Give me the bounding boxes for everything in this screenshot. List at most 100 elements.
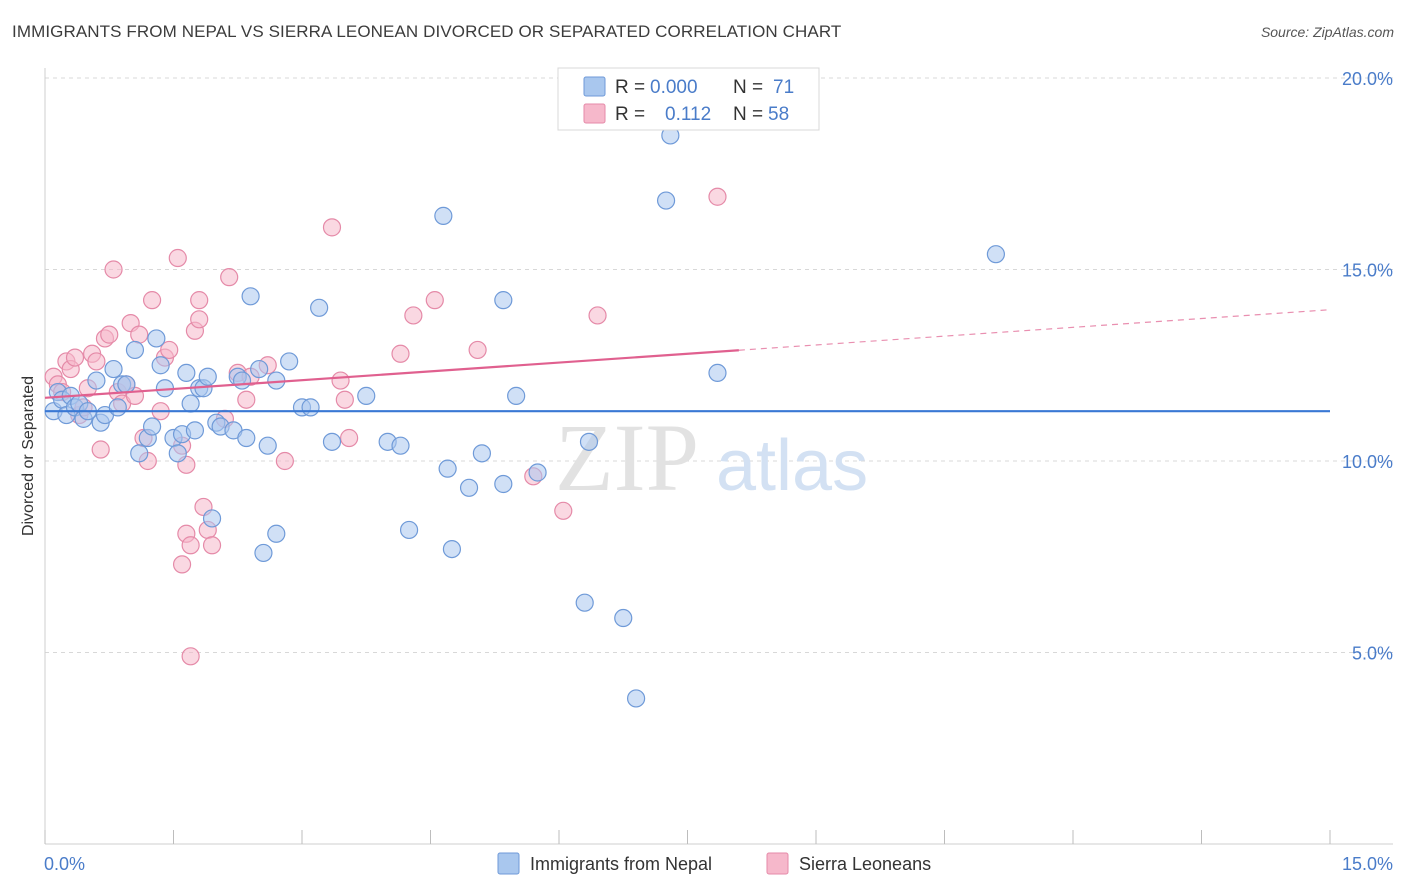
point-immigrants-from-nepal bbox=[708, 363, 727, 383]
point-immigrants-from-nepal bbox=[198, 367, 217, 386]
point-sierra-leoneans bbox=[87, 352, 106, 371]
point-immigrants-from-nepal bbox=[87, 371, 106, 390]
point-immigrants-from-nepal bbox=[237, 428, 256, 448]
legend-swatch-sierra bbox=[583, 103, 606, 124]
point-sierra-leoneans bbox=[172, 555, 192, 574]
point-sierra-leoneans bbox=[340, 428, 359, 448]
watermark: ZIP atlas bbox=[555, 404, 868, 511]
point-sierra-leoneans bbox=[708, 187, 727, 206]
legend-n-value-sierra: 58 bbox=[768, 104, 789, 125]
point-sierra-leoneans bbox=[190, 291, 209, 310]
point-immigrants-from-nepal bbox=[442, 539, 462, 559]
point-sierra-leoneans bbox=[468, 340, 487, 360]
point-sierra-leoneans bbox=[425, 291, 444, 310]
point-immigrants-from-nepal bbox=[254, 543, 273, 563]
point-immigrants-from-nepal bbox=[125, 340, 145, 360]
bottom-legend-label-nepal: Immigrants from Nepal bbox=[530, 854, 712, 874]
legend-r-value-sierra: 0.112 bbox=[665, 104, 711, 125]
point-immigrants-from-nepal bbox=[250, 359, 269, 379]
legend-swatch-nepal bbox=[583, 76, 606, 97]
point-sierra-leoneans bbox=[391, 344, 410, 363]
legend-n-label-sierra: N = bbox=[733, 104, 763, 125]
point-immigrants-from-nepal bbox=[322, 432, 342, 451]
point-immigrants-from-nepal bbox=[459, 478, 479, 497]
point-immigrants-from-nepal bbox=[142, 417, 162, 436]
point-sierra-leoneans bbox=[237, 390, 256, 409]
point-immigrants-from-nepal bbox=[202, 509, 222, 528]
x-tick-labels: 0.0% 15.0% bbox=[44, 854, 1393, 874]
point-immigrants-from-nepal bbox=[399, 520, 419, 540]
point-sierra-leoneans bbox=[160, 340, 179, 360]
point-sierra-leoneans bbox=[130, 325, 149, 344]
point-sierra-leoneans bbox=[275, 451, 294, 471]
y-tick-label: 5.0% bbox=[1352, 644, 1393, 664]
legend-r-label-sierra: R = bbox=[615, 104, 645, 125]
legend-r-label-nepal: R = bbox=[615, 77, 645, 98]
watermark-zip: ZIP bbox=[555, 404, 699, 511]
point-immigrants-from-nepal bbox=[130, 444, 149, 463]
point-immigrants-from-nepal bbox=[656, 191, 676, 210]
point-immigrants-from-nepal bbox=[310, 298, 329, 317]
point-immigrants-from-nepal bbox=[108, 398, 127, 417]
point-immigrants-from-nepal bbox=[494, 474, 513, 494]
point-sierra-leoneans bbox=[190, 310, 209, 329]
chart-source: Source: ZipAtlas.com bbox=[1260, 24, 1394, 40]
point-immigrants-from-nepal bbox=[434, 206, 453, 225]
point-sierra-leoneans bbox=[322, 218, 342, 237]
point-sierra-leoneans bbox=[554, 501, 573, 520]
legend-n-label-nepal: N = bbox=[733, 77, 763, 98]
point-sierra-leoneans bbox=[331, 371, 350, 390]
point-immigrants-from-nepal bbox=[438, 459, 457, 478]
point-immigrants-from-nepal bbox=[494, 291, 513, 310]
point-immigrants-from-nepal bbox=[267, 524, 286, 543]
chart-title: IMMIGRANTS FROM NEPAL VS SIERRA LEONEAN … bbox=[12, 22, 842, 41]
point-immigrants-from-nepal bbox=[168, 444, 187, 463]
watermark-atlas: atlas bbox=[716, 426, 868, 506]
point-immigrants-from-nepal bbox=[117, 375, 136, 394]
bottom-legend-swatch-nepal bbox=[497, 852, 520, 875]
point-immigrants-from-nepal bbox=[507, 386, 526, 405]
legend-n-value-nepal: 71 bbox=[773, 77, 794, 98]
point-immigrants-from-nepal bbox=[185, 421, 205, 440]
y-axis-label: Divorced or Separated bbox=[20, 376, 37, 536]
point-immigrants-from-nepal bbox=[357, 386, 376, 405]
point-sierra-leoneans bbox=[588, 306, 607, 325]
point-immigrants-from-nepal bbox=[258, 436, 277, 455]
point-sierra-leoneans bbox=[104, 260, 123, 279]
bottom-legend-swatch-sierra bbox=[766, 852, 789, 875]
point-immigrants-from-nepal bbox=[528, 463, 547, 482]
point-immigrants-from-nepal bbox=[147, 329, 166, 348]
x-tick-label: 15.0% bbox=[1342, 854, 1393, 874]
y-tick-label: 15.0% bbox=[1342, 261, 1393, 281]
gridlines bbox=[45, 77, 1393, 653]
point-sierra-leoneans bbox=[65, 348, 85, 367]
point-immigrants-from-nepal bbox=[626, 689, 646, 708]
point-immigrants-from-nepal bbox=[391, 436, 410, 455]
point-sierra-leoneans bbox=[181, 536, 200, 555]
point-immigrants-from-nepal bbox=[104, 359, 123, 379]
axes bbox=[44, 68, 1393, 845]
point-sierra-leoneans bbox=[335, 390, 354, 409]
trend-line-sierra-extension bbox=[738, 309, 1331, 351]
point-sierra-leoneans bbox=[142, 291, 162, 310]
point-immigrants-from-nepal bbox=[177, 363, 196, 383]
point-sierra-leoneans bbox=[168, 248, 187, 268]
point-immigrants-from-nepal bbox=[575, 593, 594, 612]
series-immigrants-from-nepal bbox=[44, 126, 1006, 708]
point-immigrants-from-nepal bbox=[301, 398, 320, 417]
trend-lines bbox=[44, 309, 1331, 413]
point-sierra-leoneans bbox=[202, 536, 222, 555]
point-sierra-leoneans bbox=[100, 325, 119, 344]
point-immigrants-from-nepal bbox=[241, 287, 260, 306]
point-sierra-leoneans bbox=[181, 647, 200, 666]
bottom-legend-label-sierra: Sierra Leoneans bbox=[799, 854, 931, 874]
point-immigrants-from-nepal bbox=[181, 394, 200, 413]
x-tick-label: 0.0% bbox=[44, 854, 85, 874]
y-tick-label: 10.0% bbox=[1342, 452, 1393, 472]
y-tick-label: 20.0% bbox=[1342, 69, 1393, 89]
y-tick-labels: 5.0% 10.0% 15.0% 20.0% bbox=[1342, 69, 1393, 664]
point-immigrants-from-nepal bbox=[614, 608, 633, 628]
point-immigrants-from-nepal bbox=[151, 356, 170, 375]
legend-r-value-nepal: 0.000 bbox=[650, 77, 698, 98]
